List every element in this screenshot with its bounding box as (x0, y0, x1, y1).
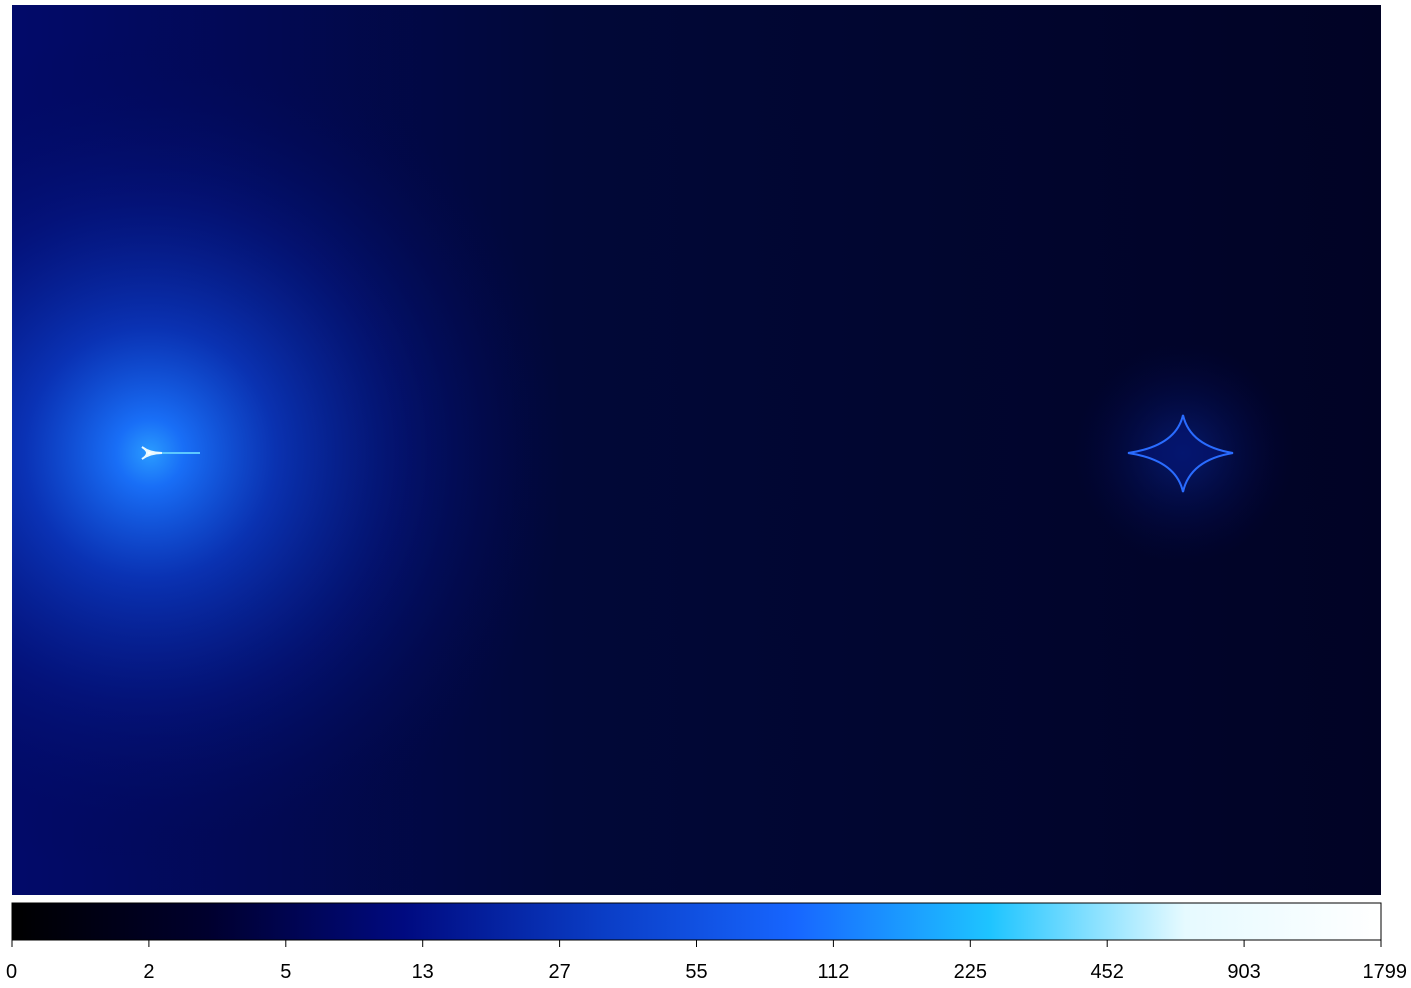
colorbar-tick-label: 55 (685, 961, 707, 983)
chart: 0 2 5 13 27 55 112 225 452 903 1799 (0, 0, 1411, 983)
colorbar-tick-label: 5 (280, 961, 291, 983)
colorbar-tick-label: 903 (1227, 961, 1260, 983)
colorbar-tick-label: 27 (548, 961, 570, 983)
colorbar-tick-label: 13 (412, 961, 434, 983)
colorbar-tick-label: 225 (954, 961, 987, 983)
colorbar-tick-label: 452 (1091, 961, 1124, 983)
magnification-map (12, 5, 1381, 895)
colorbar-tick-label: 112 (817, 961, 849, 983)
colorbar-tick-label: 0 (6, 961, 17, 983)
colorbar-tick-label: 1799 (1363, 961, 1408, 983)
colorbar-tick-label: 2 (143, 961, 154, 983)
colorbar (12, 903, 1381, 940)
